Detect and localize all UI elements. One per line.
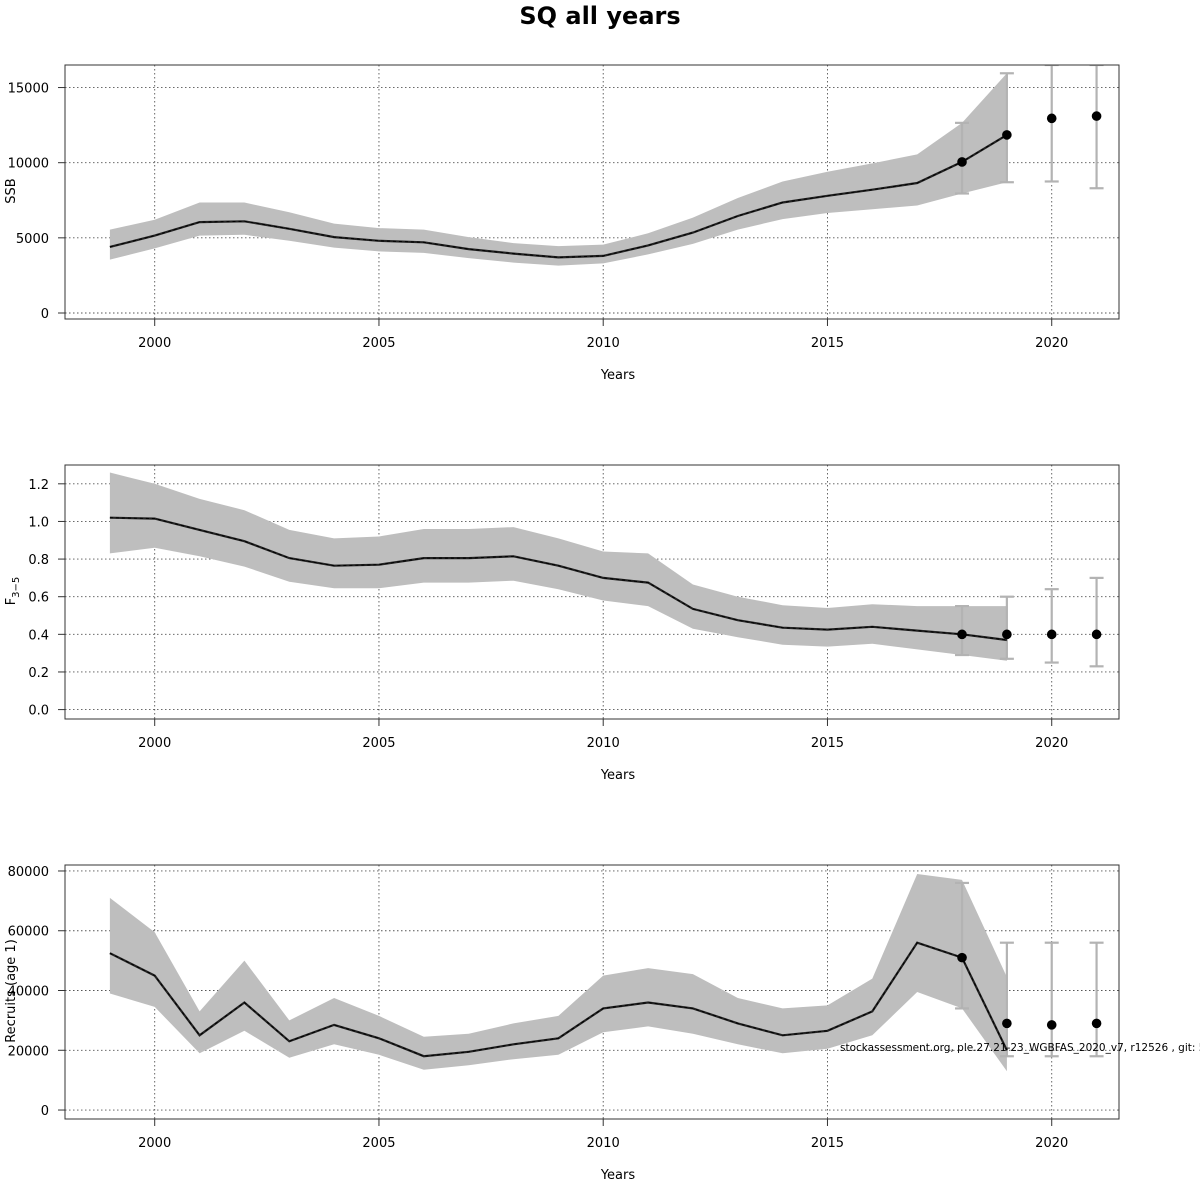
y-tick-label: 0.8: [28, 553, 49, 568]
prediction-interval: [999, 595, 1014, 660]
prediction-interval: [1089, 576, 1104, 668]
plot-frame: [64, 64, 1120, 320]
prediction-interval: [1044, 588, 1059, 664]
prediction-point: [957, 157, 967, 167]
prediction-point: [1091, 1018, 1102, 1029]
x-tick-label: 2020: [1035, 1136, 1068, 1151]
y-tick-label: 0: [41, 1104, 49, 1119]
prediction-interval: [1044, 941, 1059, 1058]
plot-area: [109, 472, 1104, 668]
prediction-point: [1046, 629, 1057, 640]
y-axis-label-main: F: [4, 598, 19, 605]
y-tick-label: 20000: [8, 1044, 49, 1059]
confidence-band: [109, 73, 1007, 266]
x-tick-label: 2015: [811, 736, 844, 751]
y-tick-label: 80000: [8, 865, 49, 880]
footnote-text: stockassessment.org, ple.27.21-23_WGBFAS…: [840, 1042, 1200, 1054]
x-tick-label: 2015: [811, 1136, 844, 1151]
y-tick-label: 0.2: [28, 666, 49, 681]
x-tick-label: 2000: [138, 1136, 171, 1151]
prediction-point: [1002, 629, 1012, 640]
prediction-point: [1046, 1020, 1057, 1030]
x-tick-label: 2010: [587, 736, 620, 751]
y-axis-label-main: Recruits (age 1): [4, 939, 19, 1043]
y-axis-label-main: SSB: [4, 178, 19, 203]
estimate-line-dotted: [109, 942, 1008, 1057]
plot-frame: [64, 464, 1120, 720]
y-tick-label: 5000: [16, 232, 49, 247]
prediction-interval: [1089, 65, 1104, 190]
x-tick-label: 2010: [587, 1136, 620, 1151]
prediction-interval: [1089, 941, 1104, 1058]
estimate-line-dotted: [109, 517, 1007, 641]
prediction-point: [957, 952, 967, 963]
panel-2: 2000 2005 2010 2015 2020 0.0 0.2 0.4 0.6 0.8 1.0 1.…: [4, 464, 1120, 783]
y-tick-label: 15000: [8, 82, 49, 97]
x-tick-label: 2020: [1035, 736, 1068, 751]
x-tick-label: 2005: [362, 736, 395, 751]
x-axis-label: Years: [600, 368, 636, 383]
y-axis-label-subscript: 3−5: [11, 577, 22, 598]
y-axis-label: Recruits (age 1): [4, 939, 19, 1043]
y-tick-label: 1.2: [28, 478, 49, 493]
x-tick-label: 2020: [1035, 336, 1068, 351]
prediction-interval: [1044, 65, 1059, 183]
x-tick-label: 2000: [138, 336, 171, 351]
y-tick-label: 1.0: [28, 515, 49, 530]
panel-1: 2000 2005 2010 2015 2020 0 5000 10000 15000 Years…: [4, 64, 1120, 383]
y-tick-label: 60000: [8, 925, 49, 940]
plot-area: [109, 65, 1104, 266]
prediction-interval: [955, 881, 970, 1010]
prediction-point: [1046, 113, 1057, 124]
prediction-interval: [999, 72, 1014, 184]
y-tick-label: 40000: [8, 985, 49, 1000]
y-tick-label: 0: [41, 307, 49, 322]
page-title: SQ all years: [519, 2, 681, 30]
x-tick-label: 2005: [362, 1136, 395, 1151]
plot-area: [109, 874, 1104, 1072]
confidence-band: [109, 874, 1007, 1072]
prediction-point: [957, 629, 967, 640]
y-tick-label: 0.4: [28, 628, 49, 643]
x-tick-label: 2000: [138, 736, 171, 751]
x-tick-label: 2010: [587, 336, 620, 351]
x-axis-label: Years: [600, 1168, 636, 1183]
prediction-point: [1002, 1018, 1012, 1029]
x-tick-label: 2015: [811, 336, 844, 351]
y-axis-label: F3−5: [4, 577, 22, 606]
x-tick-label: 2005: [362, 336, 395, 351]
y-tick-label: 0.0: [28, 704, 49, 719]
y-tick-label: 10000: [8, 157, 49, 172]
x-axis-label: Years: [600, 768, 636, 783]
estimate-line-dotted: [109, 134, 1008, 258]
y-axis-label: SSB: [4, 178, 19, 203]
prediction-point: [1002, 130, 1012, 140]
prediction-point: [1091, 629, 1102, 640]
prediction-point: [1091, 111, 1102, 121]
y-tick-label: 0.6: [28, 591, 49, 606]
plot-frame: [64, 864, 1120, 1120]
panel-3: 2000 2005 2010 2015 2020 0 20000 40000 60000 8000…: [4, 864, 1120, 1183]
prediction-interval: [999, 941, 1014, 1058]
